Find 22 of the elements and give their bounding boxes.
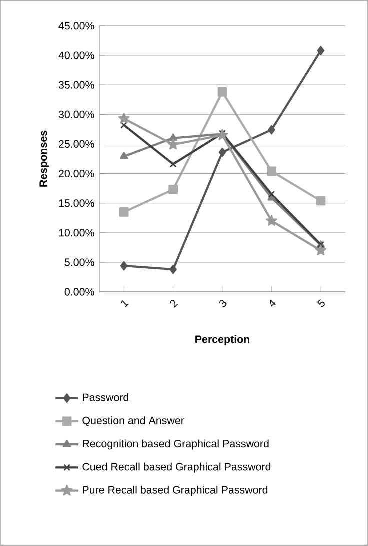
legend-label: Password: [83, 393, 128, 402]
y-tick-label: 20.00%: [58, 170, 94, 178]
x-tick-label: 1: [121, 300, 129, 308]
y-tick-label: 5.00%: [64, 258, 94, 266]
legend-label: Cued Recall based Graphical Password: [82, 462, 271, 473]
x-tick-label: 3: [219, 300, 227, 308]
y-tick-label: 45.00%: [58, 22, 94, 30]
x-axis-title: Perception: [196, 335, 250, 346]
y-tick-label: 10.00%: [59, 229, 94, 237]
y-tick-label: 30.00%: [58, 110, 94, 118]
y-tick-label: 15.00%: [59, 200, 94, 208]
y-tick-label: 25.00%: [58, 140, 94, 148]
x-tick-label: 5: [317, 299, 325, 308]
x-tick-label: 4: [270, 300, 276, 307]
y-tick-label: 40.00%: [58, 52, 94, 60]
x-tick-label: 2: [170, 300, 178, 308]
y-tick-label: 35.00%: [58, 81, 94, 89]
y-tick-label: 0.00%: [64, 288, 94, 296]
legend-label: Question and Answer: [82, 416, 184, 426]
y-axis-title: Responses: [40, 130, 50, 187]
legend-label: Pure Recall based Graphical Password: [83, 486, 268, 496]
legend-label: Recognition based Graphical Password: [83, 440, 269, 450]
